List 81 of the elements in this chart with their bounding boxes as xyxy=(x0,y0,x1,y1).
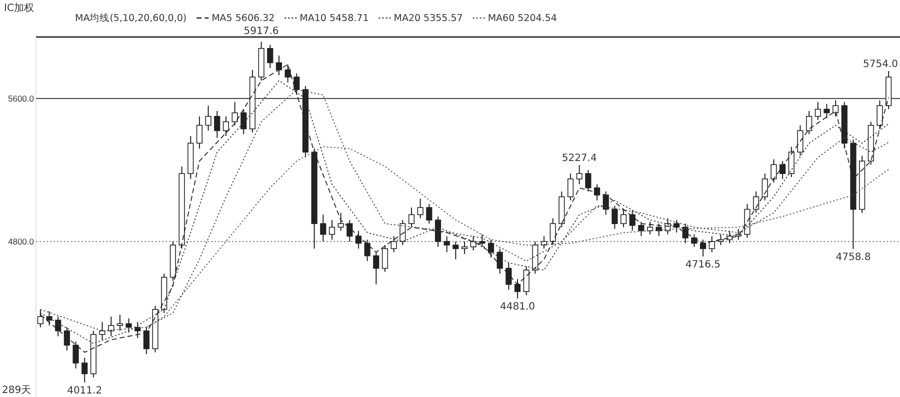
candlestick xyxy=(700,239,706,257)
candlestick xyxy=(620,208,627,228)
text: 289天 xyxy=(2,385,32,396)
candlestick xyxy=(400,220,406,246)
candlestick xyxy=(294,72,300,96)
candlestick xyxy=(267,44,274,69)
candlestick xyxy=(320,214,326,242)
annotation: 5917.6 xyxy=(244,26,279,37)
candlestick xyxy=(373,252,380,285)
candlestick xyxy=(824,103,830,119)
chart-subtitle: MA均线(5,10,20,60,0,0) xyxy=(75,12,187,24)
candlestick xyxy=(355,230,362,250)
line-series xyxy=(146,146,890,328)
candlestick xyxy=(488,239,494,258)
candlestick xyxy=(797,124,804,156)
candlestick xyxy=(612,205,618,230)
candlestick xyxy=(382,244,388,272)
annotation: 5754.0 xyxy=(863,58,898,70)
candlestick xyxy=(762,173,768,201)
candlestick xyxy=(506,262,512,290)
y-tick-label: 5600.0 xyxy=(8,93,34,104)
candlestick xyxy=(126,318,132,334)
annotation: 4481.0 xyxy=(500,302,536,313)
annotation: 4011.2 xyxy=(67,385,102,396)
candlestick xyxy=(364,239,370,262)
candlestick xyxy=(338,212,344,232)
candlestick xyxy=(691,234,698,248)
candlestick xyxy=(514,278,521,300)
legend-label: MA10 5458.71 xyxy=(300,13,369,24)
legend-label: MA60 5204.54 xyxy=(488,13,557,24)
candlestick xyxy=(452,240,459,260)
candlestick xyxy=(594,184,600,201)
candlestick xyxy=(426,203,432,224)
candlestick xyxy=(567,173,574,201)
candlestick xyxy=(346,220,353,242)
candlestick xyxy=(708,236,715,253)
annotation: 5227.4 xyxy=(562,153,597,164)
candlestick xyxy=(417,198,424,219)
candlestick xyxy=(196,116,202,150)
candlestick xyxy=(408,207,415,228)
candlestick xyxy=(470,236,476,251)
candlestick xyxy=(770,158,777,183)
candlestick xyxy=(780,160,786,180)
candlestick xyxy=(806,110,812,135)
candlestick xyxy=(82,357,88,383)
candlestick xyxy=(390,236,397,253)
candlestick xyxy=(576,164,582,185)
candlestick xyxy=(479,234,486,248)
y-tick-label: 4800.0 xyxy=(8,236,34,246)
candlestick xyxy=(232,102,238,126)
candlestick xyxy=(46,310,52,326)
candlestick xyxy=(814,102,821,120)
candlestick xyxy=(434,216,442,248)
candlestick xyxy=(753,190,760,214)
candlestick xyxy=(222,116,230,137)
candlestick xyxy=(205,105,212,132)
candlestick xyxy=(540,236,548,250)
candlestick xyxy=(444,236,450,253)
candlestick xyxy=(461,240,468,254)
candlestick xyxy=(629,210,636,232)
candlestick xyxy=(55,316,62,337)
candlestick xyxy=(214,110,220,138)
candlestick xyxy=(523,266,530,296)
candlestick xyxy=(876,100,883,130)
candlestick xyxy=(108,316,114,337)
candlestick xyxy=(788,146,794,178)
legend-label: MA5 5606.32 xyxy=(212,13,275,24)
candlestick xyxy=(638,221,644,237)
chart-title: IC加权 xyxy=(4,2,34,14)
candlestick xyxy=(328,220,336,240)
candlestick xyxy=(240,108,247,135)
annotation: 4758.8 xyxy=(836,252,871,263)
candlestick xyxy=(116,314,123,332)
legend-label: MA20 5355.57 xyxy=(394,13,463,24)
candlestick xyxy=(550,218,556,246)
annotation: 4716.5 xyxy=(686,259,721,270)
candlestick xyxy=(726,230,733,244)
candlestick xyxy=(832,100,839,117)
candlestick xyxy=(99,321,106,340)
candlestick xyxy=(134,321,141,339)
candlestick xyxy=(585,169,592,192)
